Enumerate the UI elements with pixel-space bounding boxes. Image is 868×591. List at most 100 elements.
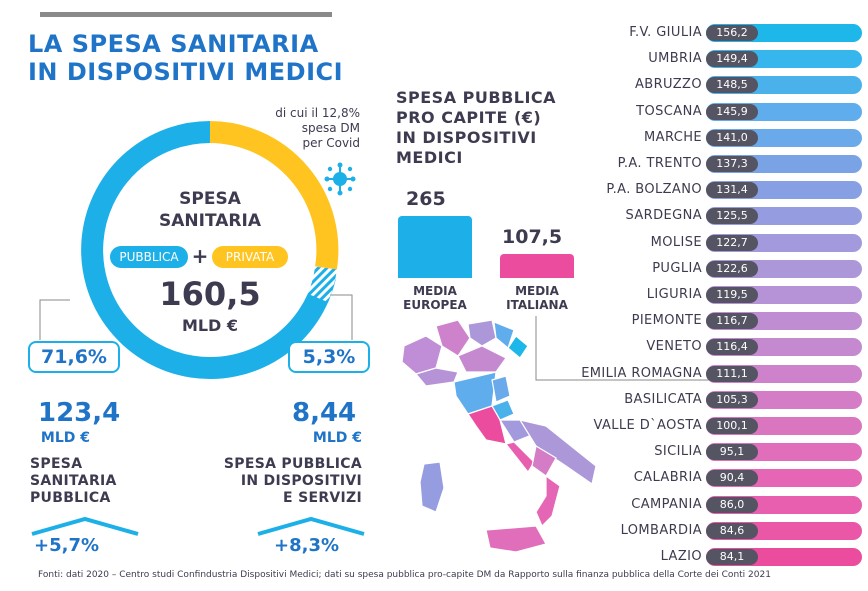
region-name: VENETO [646, 339, 702, 355]
region-name: ABRUZZO [635, 77, 702, 93]
region-row: P.A. TRENTO 137,3 [560, 155, 868, 173]
region-row: LAZIO 84,1 [560, 548, 868, 566]
dm-share-box: 5,3% [288, 341, 370, 373]
map-region [535, 474, 561, 528]
region-row: SARDEGNA 125,5 [560, 207, 868, 226]
region-name: SARDEGNA [625, 208, 702, 224]
dm-description: SPESA PUBBLICA IN DISPOSITIVI E SERVIZI [190, 456, 362, 507]
region-row: VALLE D`AOSTA 100,1 [560, 417, 868, 435]
region-value-label: 149,4 [706, 51, 758, 68]
region-value-label: 105,3 [706, 391, 758, 408]
region-row: TOSCANA 145,9 [560, 102, 868, 121]
public-share-box: 71,6% [28, 341, 120, 373]
region-value-label: 100,1 [706, 418, 758, 434]
map-region [467, 319, 497, 347]
region-value-label: 111,1 [706, 365, 758, 382]
region-row: LOMBARDIA 84,6 [560, 521, 868, 540]
map-region [457, 345, 507, 373]
title-line-1: LA SPESA SANITARIA [28, 30, 319, 58]
covid-note-line: di cui il 12,8% [275, 106, 360, 120]
map-region [485, 525, 547, 553]
eu-average-label-line: MEDIA [413, 284, 457, 298]
donut-unit: MLD € [181, 316, 239, 335]
region-name: LIGURIA [646, 287, 702, 302]
eu-average-label-line: EUROPEA [403, 298, 467, 312]
donut-private-arc [209, 121, 339, 270]
region-value-label: 122,6 [706, 260, 758, 277]
percapita-title-line: IN DISPOSITIVI [396, 128, 537, 147]
region-value-label: 119,5 [706, 287, 758, 303]
connector-lines [39, 294, 353, 340]
region-row: F.V. GIULIA 156,2 [560, 24, 868, 42]
public-growth: +5,7% [34, 535, 100, 556]
covid-note-line: spesa DM [301, 121, 360, 135]
region-row: PIEMONTE 116,7 [560, 312, 868, 331]
donut-label-line-1: SPESA [179, 189, 241, 209]
region-value-label: 137,3 [706, 156, 758, 172]
region-row: CALABRIA 90,4 [560, 469, 868, 488]
region-value-label: 156,2 [706, 25, 758, 41]
italy-map [401, 319, 597, 553]
percapita-title-line: PRO CAPITE (€) [396, 108, 542, 127]
dm-description-line: SPESA PUBBLICA [223, 456, 362, 472]
region-value-label: 148,5 [706, 77, 758, 94]
pill-private: PRIVATA [212, 246, 288, 268]
region-name: MOLISE [650, 234, 702, 250]
donut-label: SPESA SANITARIA [130, 188, 290, 232]
it-average-label: MEDIA ITALIANA [494, 284, 580, 312]
dm-unit: MLD € [312, 430, 362, 446]
region-name: LOMBARDIA [620, 522, 702, 538]
region-row: LIGURIA 119,5 [560, 286, 868, 304]
map-region [491, 375, 511, 403]
region-name: CAMPANIA [631, 496, 702, 512]
percapita-title-line: MEDICI [396, 148, 463, 167]
donut-label-line-2: SANITARIA [159, 211, 261, 231]
donut-inner-ring [103, 143, 315, 357]
page-title: LA SPESA SANITARIA IN DISPOSITIVI MEDICI [28, 30, 343, 86]
region-row: ABRUZZO 148,5 [560, 76, 868, 95]
public-description-line: PUBBLICA [30, 490, 111, 506]
region-row: PUGLIA 122,6 [560, 259, 868, 278]
region-value-label: 95,1 [706, 444, 758, 461]
it-average-label-line: ITALIANA [506, 298, 568, 312]
top-rule [40, 12, 332, 17]
donut-dm-slice [307, 266, 337, 303]
percapita-title: SPESA PUBBLICA PRO CAPITE (€) IN DISPOSI… [396, 88, 556, 168]
region-row: CAMPANIA 86,0 [560, 495, 868, 514]
region-value-label: 131,4 [706, 182, 758, 199]
spending-donut [81, 121, 339, 379]
region-name: PIEMONTE [631, 313, 702, 329]
eu-average-value: 265 [406, 188, 446, 210]
region-row: EMILIA ROMAGNA 111,1 [560, 364, 868, 383]
region-value-label: 125,5 [706, 208, 758, 225]
region-value-label: 116,4 [706, 339, 758, 356]
region-value-label: 122,7 [706, 234, 758, 251]
region-row: MOLISE 122,7 [560, 233, 868, 252]
public-value: 123,4 [38, 398, 121, 428]
virus-icon [324, 162, 356, 196]
region-value-label: 116,7 [706, 313, 758, 330]
region-row: P.A. BOLZANO 131,4 [560, 181, 868, 200]
pill-public: PUBBLICA [110, 246, 188, 268]
covid-note: di cui il 12,8% spesa DM per Covid [240, 106, 360, 151]
national-average-bracket [535, 316, 830, 381]
region-name: EMILIA ROMAGNA [581, 365, 702, 381]
dm-description-line: IN DISPOSITIVI [240, 473, 362, 489]
donut-total: 160,5 [159, 275, 261, 313]
source-note: Fonti: dati 2020 – Centro studi Confindu… [38, 570, 771, 580]
dm-growth: +8,3% [274, 535, 340, 556]
covid-note-line: per Covid [302, 136, 360, 150]
dm-growth-arrow-icon [257, 516, 365, 536]
dm-value: 8,44 [292, 398, 357, 428]
region-name: F.V. GIULIA [629, 25, 702, 40]
it-average-label-line: MEDIA [515, 284, 559, 298]
map-region [435, 319, 471, 357]
region-row: BASILICATA 105,3 [560, 390, 868, 409]
plus-sign: + [191, 244, 209, 268]
dm-description-line: E SERVIZI [283, 490, 362, 506]
it-average-value: 107,5 [502, 226, 563, 248]
region-name: BASILICATA [624, 391, 702, 407]
it-average-bar [500, 254, 574, 278]
region-row: MARCHE 141,0 [560, 128, 868, 147]
region-row: VENETO 116,4 [560, 338, 868, 357]
